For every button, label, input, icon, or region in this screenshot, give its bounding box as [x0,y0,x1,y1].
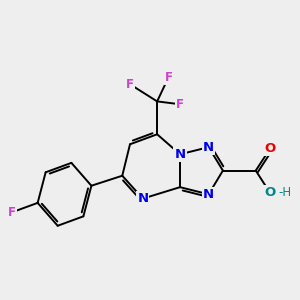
Text: O: O [264,186,276,200]
Text: O: O [264,142,276,155]
Text: N: N [203,188,214,201]
Text: F: F [176,98,184,111]
Text: F: F [165,70,172,84]
Text: N: N [203,141,214,154]
Text: F: F [126,78,134,91]
Text: N: N [137,192,148,205]
Text: F: F [8,206,16,219]
Text: -H: -H [279,186,292,200]
Text: N: N [175,148,186,161]
